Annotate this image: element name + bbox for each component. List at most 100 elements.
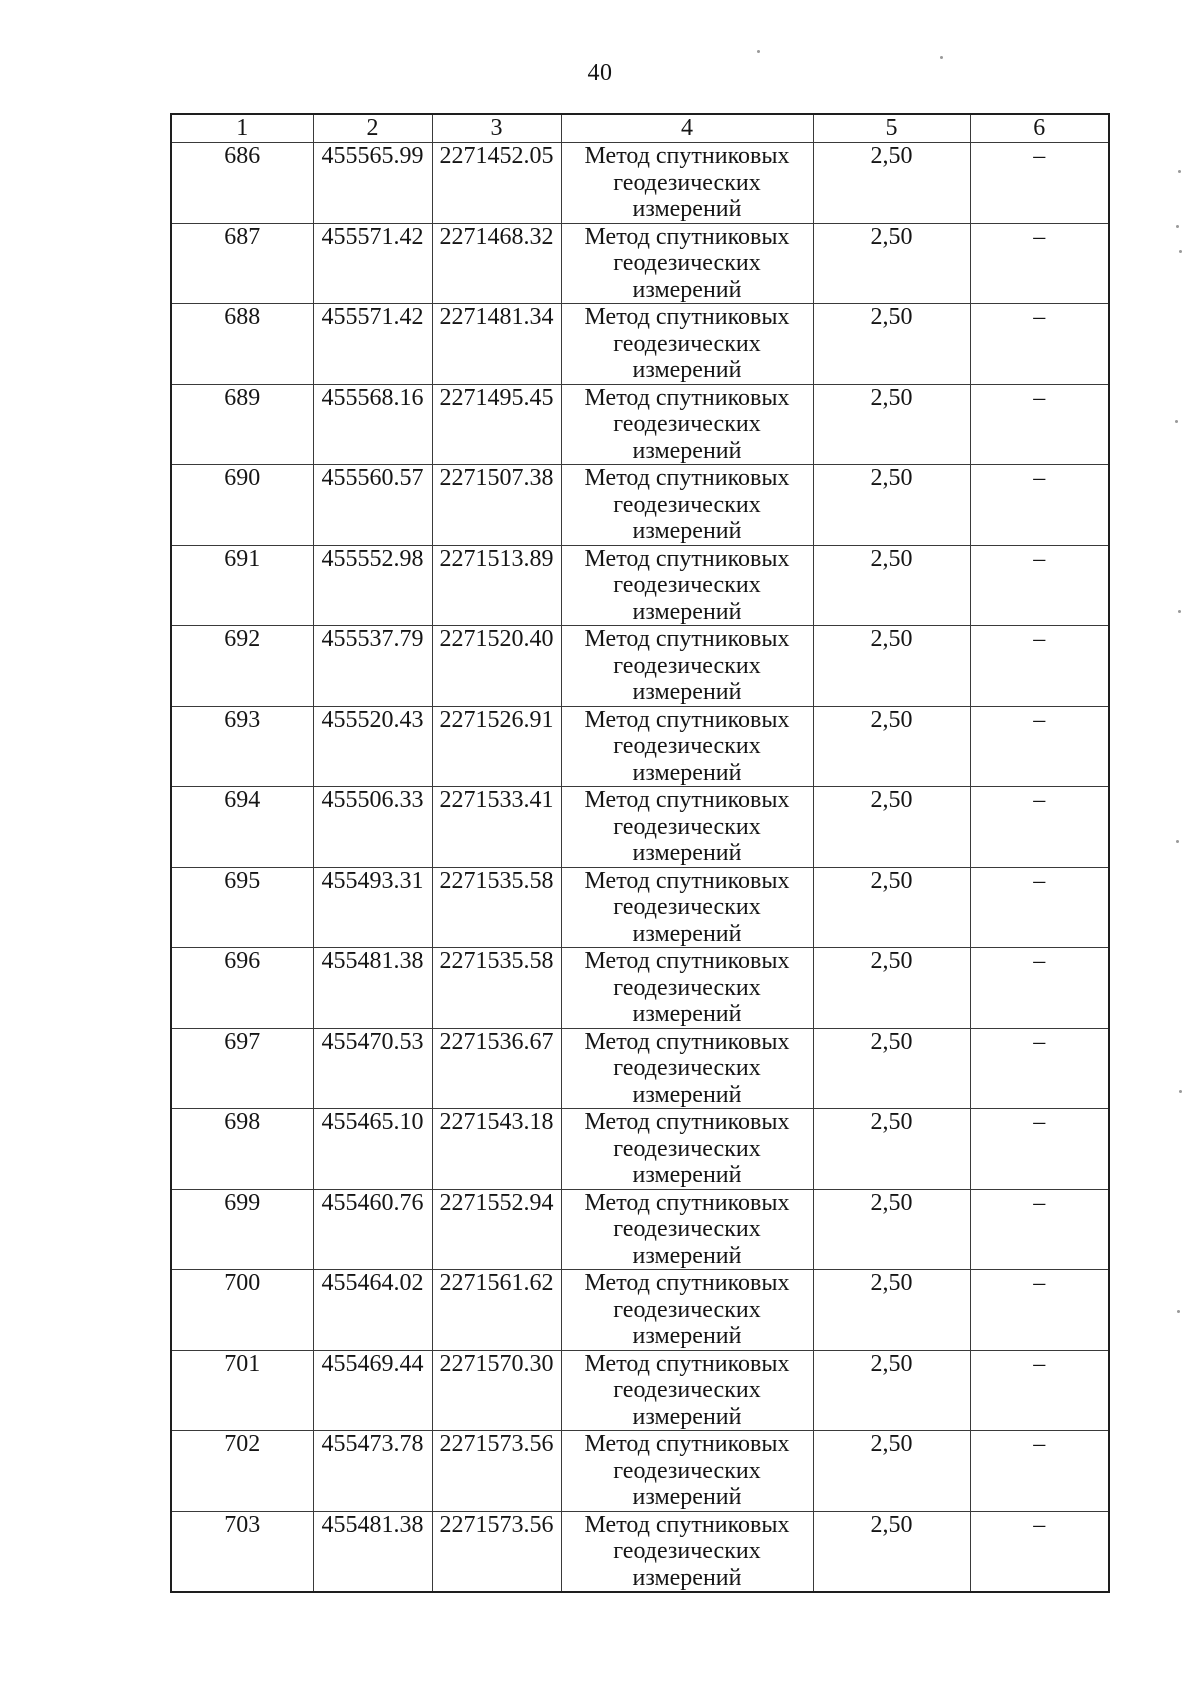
special-mark-cell: –: [969, 1188, 1110, 1270]
table-row: 692 455537.79 2271520.40 Метод спутниковых г…: [170, 625, 1110, 707]
accuracy-cell: 2,50: [812, 625, 971, 707]
column-header-3: 3: [431, 113, 562, 143]
special-mark-cell: –: [969, 866, 1110, 948]
scan-artifact: [1175, 420, 1178, 423]
coordinate-x-cell: 455565.99: [312, 142, 433, 224]
method-cell: Метод спутниковых геодезических измерений: [560, 222, 814, 304]
coordinate-x-cell: 455465.10: [312, 1108, 433, 1190]
method-line: Метод спутниковых: [584, 384, 790, 411]
column-header-4: 4: [560, 113, 814, 143]
point-number-cell: 698: [170, 1108, 314, 1190]
accuracy-cell: 2,50: [812, 222, 971, 304]
scan-artifact: [1179, 250, 1182, 253]
coordinate-y-cell: 2271481.34: [431, 303, 562, 385]
method-line: Метод спутниковых: [584, 1028, 790, 1055]
accuracy-cell: 2,50: [812, 1027, 971, 1109]
special-mark-cell: –: [969, 1269, 1110, 1351]
method-line: Метод спутниковых: [584, 1431, 790, 1457]
coordinate-x-cell: 455571.42: [312, 303, 433, 385]
method-line: геодезических: [613, 1216, 761, 1242]
table-row: 688 455571.42 2271481.34 Метод спутниковых г…: [170, 303, 1110, 385]
point-number-cell: 702: [170, 1430, 314, 1512]
method-line: геодезических: [613, 1538, 761, 1564]
method-line: Метод спутниковых: [584, 304, 790, 330]
method-cell: Метод спутниковых геодезических измерений: [560, 705, 814, 787]
method-line: измерений: [632, 1484, 742, 1510]
method-line: измерений: [632, 759, 742, 786]
method-line: измерений: [632, 196, 742, 222]
method-line: Метод спутниковых: [584, 1511, 790, 1538]
table-row: 701 455469.44 2271570.30 Метод спутниковых г…: [170, 1349, 1110, 1431]
method-line: геодезических: [613, 1457, 761, 1484]
coordinate-x-cell: 455464.02: [312, 1269, 433, 1351]
method-cell: Метод спутниковых геодезических измерений: [560, 1027, 814, 1109]
method-line: измерений: [632, 1564, 742, 1591]
table-row: 695 455493.31 2271535.58 Метод спутниковых г…: [170, 866, 1110, 948]
scan-artifact: [1176, 840, 1179, 843]
table-row: 703 455481.38 2271573.56 Метод спутниковых г…: [170, 1510, 1110, 1593]
method-line: Метод спутниковых: [584, 948, 790, 974]
coordinate-y-cell: 2271468.32: [431, 222, 562, 304]
table-body: 686 455565.99 2271452.05 Метод спутниковых г…: [170, 142, 1110, 1593]
method-line: геодезических: [613, 572, 761, 598]
method-line: геодезических: [613, 1135, 761, 1162]
special-mark-cell: –: [969, 1027, 1110, 1109]
method-cell: Метод спутниковых геодезических измерений: [560, 947, 814, 1029]
table-row: 687 455571.42 2271468.32 Метод спутниковых г…: [170, 222, 1110, 304]
method-line: геодезических: [613, 411, 761, 437]
coordinate-y-cell: 2271543.18: [431, 1108, 562, 1190]
method-line: Метод спутниковых: [584, 223, 790, 250]
table-row: 686 455565.99 2271452.05 Метод спутниковых г…: [170, 142, 1110, 224]
method-line: Метод спутниковых: [584, 1189, 790, 1216]
table-row: 697 455470.53 2271536.67 Метод спутниковых г…: [170, 1027, 1110, 1109]
scan-artifact: [940, 56, 943, 59]
method-line: измерений: [632, 598, 742, 625]
coordinate-y-cell: 2271533.41: [431, 786, 562, 868]
method-line: измерений: [632, 1081, 742, 1108]
method-line: Метод спутниковых: [584, 1270, 790, 1296]
method-line: геодезических: [613, 1055, 761, 1081]
table-row: 693 455520.43 2271526.91 Метод спутниковых г…: [170, 705, 1110, 787]
column-header-6: 6: [969, 113, 1110, 143]
table-row: 690 455560.57 2271507.38 Метод спутниковых г…: [170, 464, 1110, 546]
coordinates-table: 1 2 3 4 5 6 686 455565.99 2271452.05 Метод …: [170, 113, 1110, 1593]
coordinate-x-cell: 455493.31: [312, 866, 433, 948]
accuracy-cell: 2,50: [812, 1349, 971, 1431]
scan-artifact: [1179, 1090, 1182, 1093]
method-cell: Метод спутниковых геодезических измерений: [560, 142, 814, 224]
method-line: геодезических: [613, 330, 761, 357]
point-number-cell: 699: [170, 1188, 314, 1270]
coordinate-x-cell: 455470.53: [312, 1027, 433, 1109]
coordinate-y-cell: 2271452.05: [431, 142, 562, 224]
method-cell: Метод спутниковых геодезических измерений: [560, 866, 814, 948]
method-line: измерений: [632, 1323, 742, 1349]
method-cell: Метод спутниковых геодезических измерений: [560, 786, 814, 868]
special-mark-cell: –: [969, 1108, 1110, 1190]
point-number-cell: 691: [170, 544, 314, 626]
scan-artifact: [1178, 610, 1181, 613]
coordinate-y-cell: 2271520.40: [431, 625, 562, 707]
method-cell: Метод спутниковых геодезических измерений: [560, 1269, 814, 1351]
table-row: 694 455506.33 2271533.41 Метод спутниковых г…: [170, 786, 1110, 868]
table-row: 702 455473.78 2271573.56 Метод спутниковых г…: [170, 1430, 1110, 1512]
accuracy-cell: 2,50: [812, 786, 971, 868]
column-header-1: 1: [170, 113, 314, 143]
coordinate-y-cell: 2271536.67: [431, 1027, 562, 1109]
coordinate-x-cell: 455469.44: [312, 1349, 433, 1431]
special-mark-cell: –: [969, 705, 1110, 787]
method-line: геодезических: [613, 813, 761, 840]
point-number-cell: 686: [170, 142, 314, 224]
method-line: измерений: [632, 437, 742, 464]
method-line: Метод спутниковых: [584, 1350, 790, 1377]
special-mark-cell: –: [969, 222, 1110, 304]
accuracy-cell: 2,50: [812, 464, 971, 546]
coordinate-y-cell: 2271495.45: [431, 383, 562, 465]
special-mark-cell: –: [969, 383, 1110, 465]
special-mark-cell: –: [969, 1430, 1110, 1512]
method-line: Метод спутниковых: [584, 626, 790, 652]
method-line: Метод спутниковых: [584, 787, 790, 813]
method-line: геодезических: [613, 652, 761, 679]
point-number-cell: 697: [170, 1027, 314, 1109]
special-mark-cell: –: [969, 1349, 1110, 1431]
coordinate-y-cell: 2271570.30: [431, 1349, 562, 1431]
